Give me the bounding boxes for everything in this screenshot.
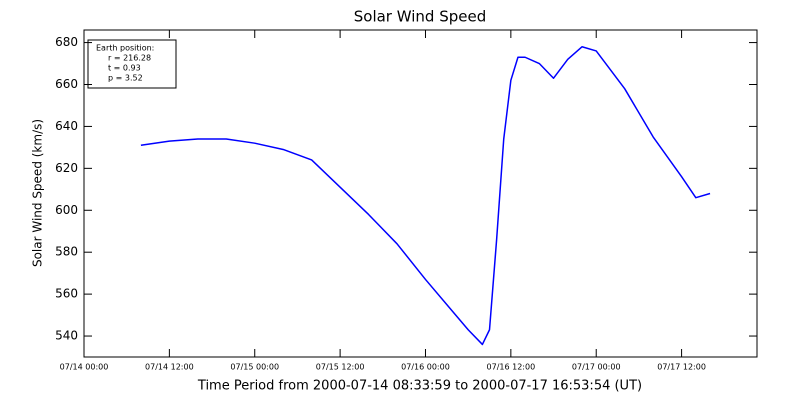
y-tick-label: 580 — [55, 245, 78, 259]
x-tick-label: 07/17 12:00 — [657, 363, 706, 372]
y-tick-label: 540 — [55, 329, 78, 343]
y-tick-label: 680 — [55, 35, 78, 49]
y-tick-label: 560 — [55, 287, 78, 301]
annotation: p = 3.52 — [108, 74, 143, 83]
y-tick-label: 640 — [55, 119, 78, 133]
x-axis-label: Time Period from 2000-07-14 08:33:59 to … — [197, 379, 642, 394]
x-tick-label: 07/17 00:00 — [572, 363, 621, 372]
y-axis-label: Solar Wind Speed (km/s) — [31, 119, 45, 267]
x-tick-label: 07/16 00:00 — [401, 363, 450, 372]
y-tick-label: 660 — [55, 77, 78, 91]
x-tick-label: 07/15 00:00 — [230, 363, 279, 372]
annotation: Earth position: — [96, 44, 154, 53]
y-tick-label: 600 — [55, 203, 78, 217]
y-tick-label: 620 — [55, 161, 78, 175]
line — [140, 46, 711, 346]
x-tick-label: 07/14 00:00 — [60, 363, 109, 372]
x-tick-label: 07/14 12:00 — [145, 363, 194, 372]
x-tick-label: 07/16 12:00 — [487, 363, 536, 372]
x-tick-label: 07/15 12:00 — [316, 363, 365, 372]
annotation: t = 0.93 — [108, 64, 141, 73]
plot-frame — [83, 29, 758, 358]
annotation: r = 216.28 — [108, 54, 151, 63]
chart-title: Solar Wind Speed — [354, 8, 486, 26]
annotation-box — [87, 39, 177, 89]
